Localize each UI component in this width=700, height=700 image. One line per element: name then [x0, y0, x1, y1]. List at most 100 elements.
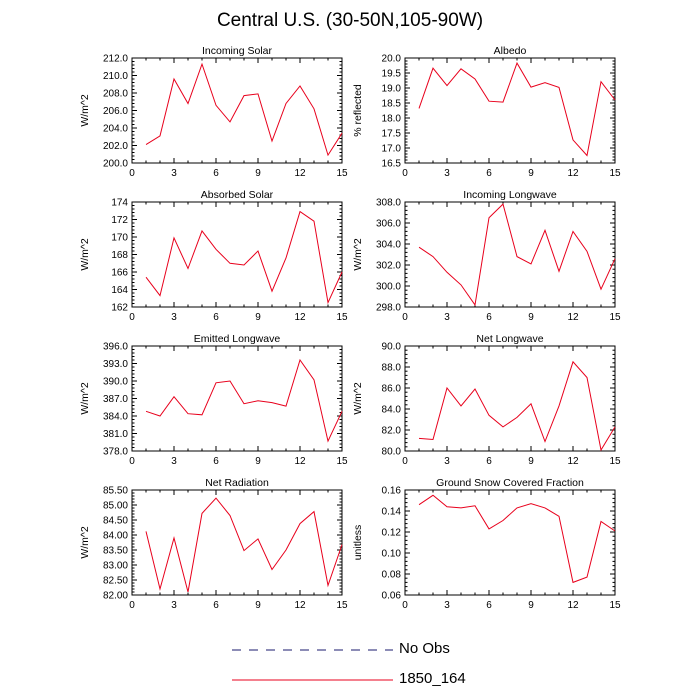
x-tick-label: 15 — [336, 456, 348, 467]
y-tick-label: 0.08 — [382, 570, 402, 581]
chart-net-longwave: Net Longwave W/m^2 0 3 6 9 12 15 80.0 82.0 84.0 86.… — [352, 333, 621, 467]
plot-frame — [131, 489, 343, 596]
x-tick-label: 12 — [294, 600, 306, 611]
x-tick-label: 3 — [444, 600, 450, 611]
y-tick-label: 86.0 — [382, 384, 402, 395]
y-tick-label: 390.0 — [103, 377, 128, 388]
chart-net-radiation: Net Radiation W/m^2 0 3 6 9 12 15 82.00 82.50 83.0… — [79, 477, 348, 611]
y-tick-label: 0.10 — [382, 549, 402, 560]
y-tick-label: 172 — [111, 215, 128, 226]
y-tick-label: 208.0 — [103, 89, 128, 100]
x-tick-label: 0 — [402, 456, 408, 467]
y-tick-label: 82.50 — [103, 576, 128, 587]
x-tick-label: 9 — [528, 312, 534, 323]
x-tick-label: 0 — [129, 312, 135, 323]
x-tick-label: 3 — [444, 312, 450, 323]
x-tick-label: 12 — [294, 456, 306, 467]
series-line-1850-164 — [419, 204, 615, 305]
y-axis-label: W/m^2 — [79, 94, 91, 127]
y-tick-label: 17.5 — [382, 129, 402, 140]
y-tick-label: 204.0 — [103, 124, 128, 135]
x-tick-label: 12 — [567, 168, 579, 179]
y-axis-label: W/m^2 — [352, 382, 364, 415]
y-tick-label: 82.0 — [382, 426, 402, 437]
y-tick-label: 18.5 — [382, 99, 402, 110]
y-tick-label: 83.50 — [103, 546, 128, 557]
plot-frame — [131, 345, 343, 452]
y-tick-label: 84.50 — [103, 516, 128, 527]
series-line-1850-164 — [419, 495, 615, 582]
y-tick-label: 85.50 — [103, 486, 128, 497]
y-tick-label: 212.0 — [103, 54, 128, 65]
x-tick-label: 9 — [528, 600, 534, 611]
series-line-1850-164 — [419, 362, 615, 450]
y-tick-label: 298.0 — [376, 303, 401, 314]
x-tick-label: 12 — [294, 168, 306, 179]
y-tick-label: 84.0 — [382, 405, 402, 416]
y-tick-label: 174 — [111, 198, 128, 209]
chart-incoming-longwave: Incoming Longwave W/m^2 0 3 6 9 12 15 298.0 300.0… — [352, 189, 621, 323]
y-tick-label: 82.00 — [103, 591, 128, 602]
x-tick-label: 0 — [129, 456, 135, 467]
x-tick-label: 15 — [609, 312, 621, 323]
x-tick-label: 6 — [213, 168, 219, 179]
y-tick-label: 0.06 — [382, 591, 402, 602]
x-tick-label: 15 — [609, 456, 621, 467]
y-tick-label: 384.0 — [103, 412, 128, 423]
y-tick-label: 202.0 — [103, 141, 128, 152]
chart-title: Albedo — [494, 45, 527, 57]
y-tick-label: 396.0 — [103, 342, 128, 353]
y-tick-label: 168 — [111, 250, 128, 261]
y-tick-label: 19.0 — [382, 84, 402, 95]
chart-title: Net Radiation — [205, 477, 269, 489]
y-tick-label: 166 — [111, 268, 128, 279]
x-tick-label: 6 — [486, 168, 492, 179]
y-tick-label: 18.0 — [382, 114, 402, 125]
chart-ground-snow-covered-fraction: Ground Snow Covered Fraction unitless 0 3 6 9… — [352, 477, 621, 611]
x-tick-label: 0 — [402, 312, 408, 323]
y-tick-label: 387.0 — [103, 394, 128, 405]
x-tick-label: 0 — [129, 600, 135, 611]
x-tick-label: 6 — [213, 312, 219, 323]
chart-emitted-longwave: Emitted Longwave W/m^2 0 3 6 9 12 15 378.0 381.0 3… — [79, 333, 348, 467]
chart-title: Ground Snow Covered Fraction — [436, 477, 584, 489]
chart-title: Incoming Longwave — [463, 189, 557, 201]
x-tick-label: 6 — [213, 456, 219, 467]
series-line-1850-164 — [146, 212, 342, 303]
chart-title: Absorbed Solar — [201, 189, 274, 201]
y-tick-label: 210.0 — [103, 71, 128, 82]
y-tick-label: 308.0 — [376, 198, 401, 209]
chart-incoming-solar: Incoming Solar W/m^2 0 3 6 9 12 15 200.0 202.0 204… — [79, 45, 348, 179]
x-tick-label: 9 — [255, 312, 261, 323]
y-tick-label: 83.00 — [103, 561, 128, 572]
x-tick-label: 9 — [255, 168, 261, 179]
x-tick-label: 15 — [336, 600, 348, 611]
x-tick-label: 0 — [129, 168, 135, 179]
x-tick-label: 6 — [486, 600, 492, 611]
y-tick-label: 170 — [111, 233, 128, 244]
series-line-1850-164 — [146, 64, 342, 155]
y-axis-label: W/m^2 — [352, 238, 364, 271]
plot-frame — [404, 345, 616, 452]
series-line-1850-164 — [146, 360, 342, 441]
plot-frame — [131, 201, 343, 308]
y-tick-label: 200.0 — [103, 159, 128, 170]
x-tick-label: 12 — [567, 312, 579, 323]
x-tick-label: 6 — [213, 600, 219, 611]
x-tick-label: 12 — [567, 456, 579, 467]
series-line-1850-164 — [146, 498, 342, 592]
y-axis-label: W/m^2 — [79, 238, 91, 271]
y-tick-label: 0.16 — [382, 486, 402, 497]
y-axis-label: unitless — [352, 525, 364, 561]
plot-frame — [404, 201, 616, 308]
x-tick-label: 6 — [486, 312, 492, 323]
x-tick-label: 15 — [609, 168, 621, 179]
x-tick-label: 15 — [609, 600, 621, 611]
y-axis-label: W/m^2 — [79, 526, 91, 559]
page-title: Central U.S. (30-50N,105-90W) — [216, 10, 484, 31]
y-tick-label: 16.5 — [382, 159, 402, 170]
y-axis-label: % reflected — [352, 84, 364, 137]
x-tick-label: 9 — [528, 456, 534, 467]
y-tick-label: 0.12 — [382, 528, 402, 539]
